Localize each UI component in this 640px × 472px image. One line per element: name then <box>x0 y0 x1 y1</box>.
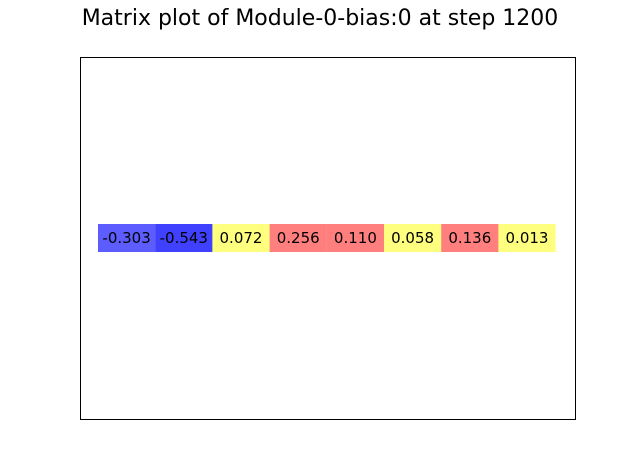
plot-frame <box>80 57 576 420</box>
cell-value-label: 0.256 <box>277 229 320 247</box>
matrix-cell <box>498 224 556 252</box>
matrix-cell <box>98 224 156 252</box>
cell-value-label: 0.110 <box>334 229 377 247</box>
cell-value-label: -0.303 <box>102 229 150 247</box>
cell-value-label: 0.072 <box>220 229 263 247</box>
matrix-cell <box>326 224 384 252</box>
cell-value-label: 0.058 <box>391 229 434 247</box>
matrix-cells: -0.303 -0.543 0.072 0.256 0.110 0.058 0.136 0.0… <box>98 224 556 252</box>
matrix-cell <box>212 224 270 252</box>
matrix-cell <box>155 224 213 252</box>
matrix-cell <box>384 224 442 252</box>
cell-value-label: 0.136 <box>448 229 491 247</box>
cell-value-label: -0.543 <box>160 229 208 247</box>
matrix-cell <box>441 224 499 252</box>
chart-title: Matrix plot of Module-0-bias:0 at step 1… <box>81 6 559 31</box>
matrix-cell <box>269 224 327 252</box>
cell-value-label: 0.013 <box>506 229 549 247</box>
